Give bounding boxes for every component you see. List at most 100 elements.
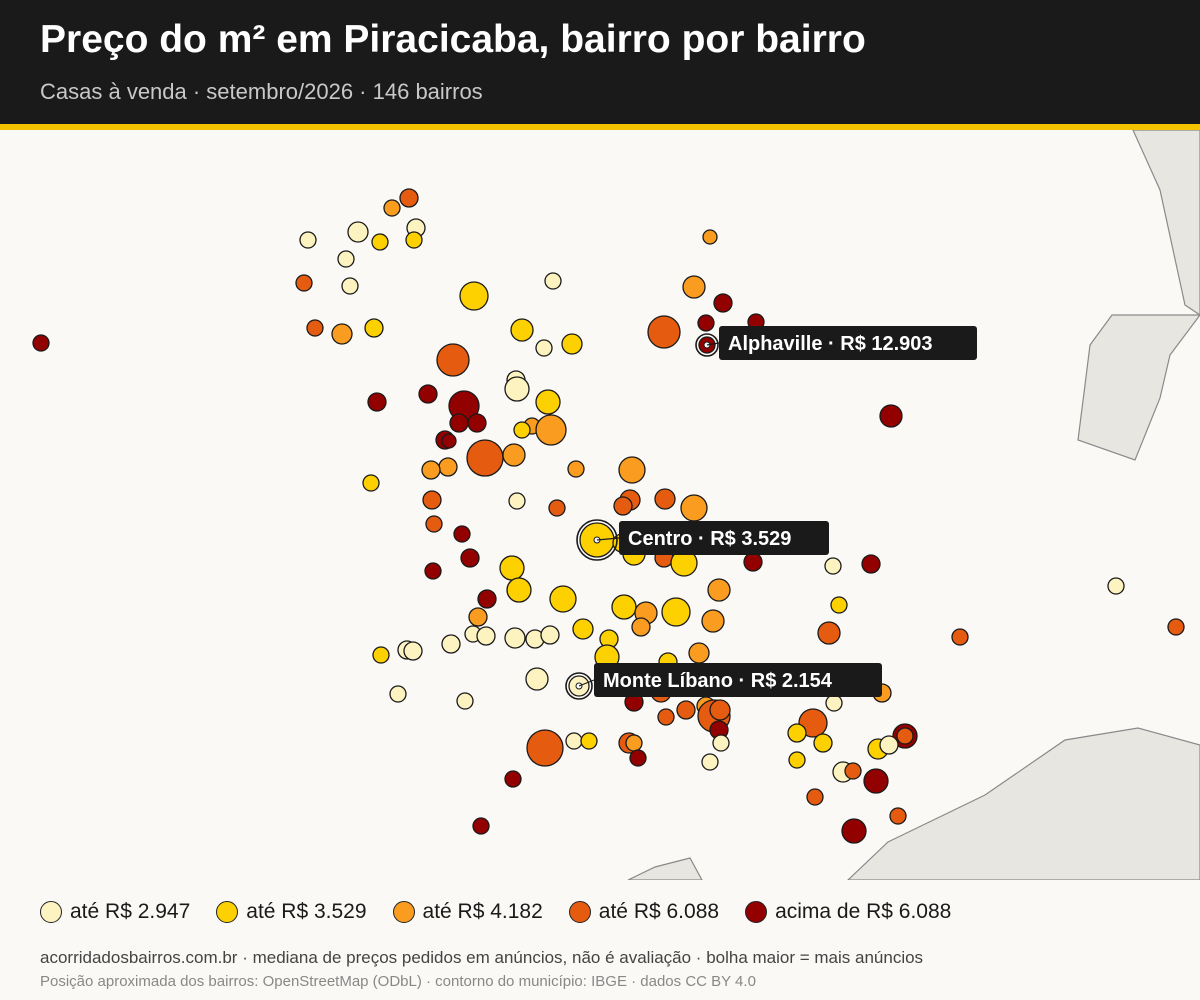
neighborhood-bubble (709, 699, 731, 721)
neighborhood-bubble (787, 723, 807, 743)
neighborhood-bubble (676, 700, 696, 720)
neighborhood-bubble (830, 596, 848, 614)
neighborhood-bubble (510, 318, 534, 342)
neighborhood-bubble (405, 231, 423, 249)
neighborhood-bubble (861, 554, 881, 574)
neighborhood-bubble (436, 343, 470, 377)
neighborhood-bubble (403, 641, 423, 661)
neighborhood-bubble (477, 589, 497, 609)
neighborhood-bubble (1167, 618, 1185, 636)
footer-source-note: acorridadosbairros.com.br · mediana de p… (40, 948, 924, 967)
neighborhood-bubble (896, 727, 914, 745)
neighborhood-bubble (844, 762, 862, 780)
header-bar (0, 0, 1200, 124)
neighborhood-bubble (889, 807, 907, 825)
neighborhood-bubble (425, 515, 443, 533)
neighborhood-bubble (32, 334, 50, 352)
neighborhood-bubble (456, 692, 474, 710)
neighborhood-bubble (331, 323, 353, 345)
neighborhood-bubble (951, 628, 969, 646)
neighborhood-bubble (460, 548, 480, 568)
outside-municipality-area (627, 130, 1200, 880)
neighborhood-bubble (441, 433, 457, 449)
neighborhood-bubble (540, 625, 560, 645)
neighborhood-bubble (549, 585, 577, 613)
callout-label: Monte Líbano · R$ 2.154 (603, 670, 833, 692)
legend-swatch (392, 901, 415, 923)
neighborhood-bubble (824, 557, 842, 575)
callout-label-box (619, 521, 829, 555)
neighborhood-bubble (813, 733, 833, 753)
neighborhood-bubble (535, 389, 561, 415)
callout: Alphaville · R$ 12.903 (695, 326, 977, 360)
legend-item: acima de R$ 6.088 (745, 900, 951, 924)
callout-highlight-ring (695, 333, 719, 357)
neighborhood-bubble (472, 817, 490, 835)
outside-area-southeast (847, 727, 1200, 880)
neighborhood-bubble (841, 818, 867, 844)
neighborhood-bubble (347, 221, 369, 243)
callout-leader-line (596, 537, 620, 541)
neighborhood-bubble (383, 199, 401, 217)
neighborhood-bubble (631, 617, 651, 637)
neighborhood-bubble (613, 496, 633, 516)
neighborhood-bubble (476, 626, 496, 646)
neighborhood-bubble (399, 188, 419, 208)
legend-label: até R$ 3.529 (246, 900, 367, 923)
legend-label: acima de R$ 6.088 (775, 900, 952, 923)
neighborhood-bubble (654, 488, 676, 510)
callout-label-box (594, 663, 882, 697)
neighborhood-bubble (502, 443, 526, 467)
map-title: Preço do m² em Piracicaba, bairro por ba… (40, 18, 866, 61)
neighborhood-bubble (565, 732, 583, 750)
neighborhood-bubble (680, 494, 708, 522)
neighborhood-bubble (806, 788, 824, 806)
neighborhood-bubble (657, 708, 675, 726)
callout-label-box (719, 326, 977, 360)
neighborhood-bubble (697, 314, 715, 332)
neighborhood-bubble (525, 667, 549, 691)
neighborhood-bubble (548, 499, 566, 517)
neighborhood-bubble (389, 685, 407, 703)
neighborhood-bubble (625, 734, 643, 752)
neighborhood-bubble (825, 694, 843, 712)
neighborhood-bubble (337, 250, 355, 268)
neighborhood-bubble (449, 413, 469, 433)
callout-label: Centro · R$ 3.529 (628, 528, 791, 550)
neighborhood-bubble (513, 421, 531, 439)
callout: Centro · R$ 3.529 (576, 519, 829, 561)
neighborhood-bubble (468, 607, 488, 627)
legend-item: até R$ 2.947 (40, 900, 190, 924)
neighborhood-bubble (371, 233, 389, 251)
neighborhood-bubble (580, 732, 598, 750)
callout-highlight-ring (576, 519, 618, 561)
price-class-legend: até R$ 2.947 até R$ 3.529 até R$ 4.182 até … (40, 896, 977, 928)
map-subtitle: Casas à venda · setembro/2026 · 146 bair… (40, 79, 483, 104)
neighborhood-bubble (372, 646, 390, 664)
neighborhood-bubble (788, 751, 806, 769)
outside-area-east (1077, 314, 1200, 461)
neighborhood-bubble (299, 231, 317, 249)
neighborhood-bubble (572, 618, 594, 640)
neighborhood-bubble (526, 729, 564, 767)
neighborhood-bubble (713, 293, 733, 313)
neighborhood-bubble (466, 439, 504, 477)
neighborhood-bubble (701, 753, 719, 771)
legend-label: até R$ 4.182 (422, 900, 543, 923)
neighborhood-bubble (295, 274, 313, 292)
neighborhood-bubble (688, 642, 710, 664)
callout-label: Alphaville · R$ 12.903 (728, 333, 933, 355)
neighborhood-bubble (879, 404, 903, 428)
neighborhood-bubble (544, 272, 562, 290)
legend-swatch (216, 901, 239, 923)
neighborhood-bubbles (32, 188, 1185, 844)
neighborhood-bubble (421, 460, 441, 480)
neighborhood-bubble (879, 735, 899, 755)
legend-swatch (568, 901, 591, 923)
neighborhood-bubble (661, 597, 691, 627)
callout-leader-line (578, 679, 595, 687)
neighborhood-bubble (508, 492, 526, 510)
neighborhood-bubble (535, 339, 553, 357)
neighborhood-bubble (418, 384, 438, 404)
neighborhood-bubble (424, 562, 442, 580)
